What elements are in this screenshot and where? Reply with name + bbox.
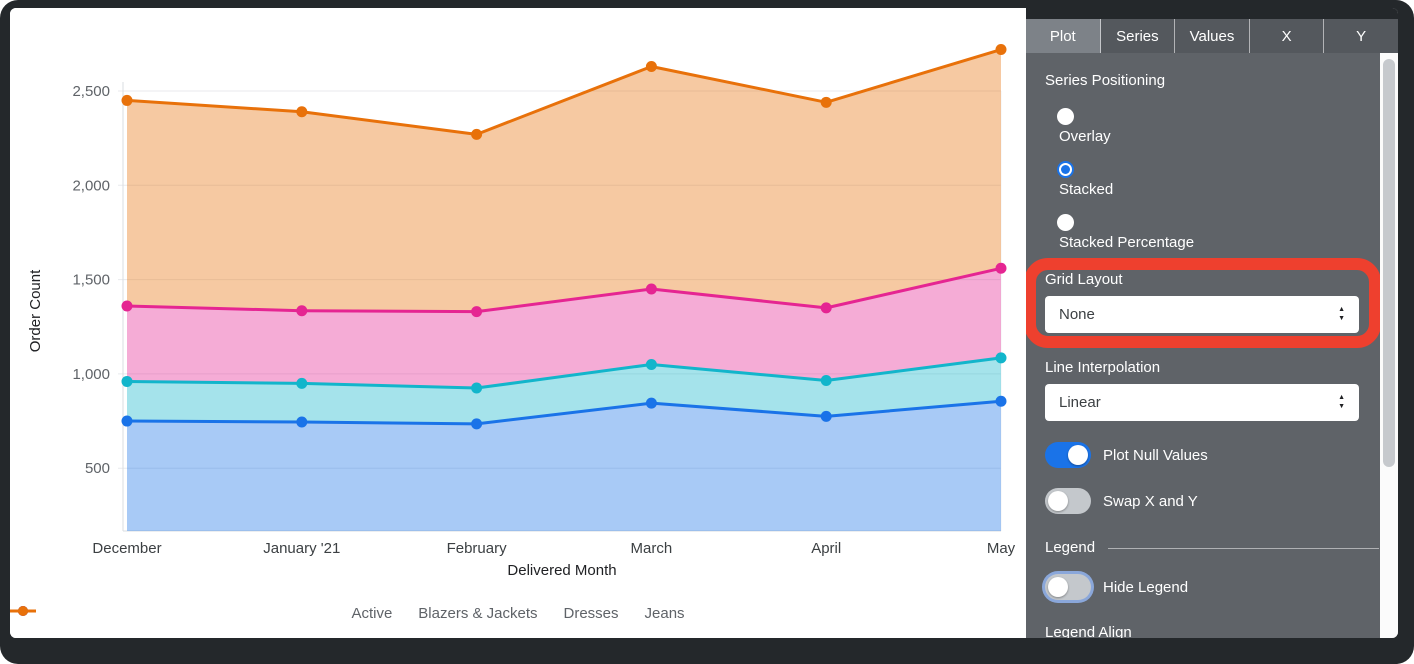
grid-layout-select[interactable]: None ▲ ▼ bbox=[1045, 296, 1359, 333]
radio-stacked-label: Stacked bbox=[1059, 181, 1114, 198]
legend-header-label: Legend bbox=[1045, 539, 1096, 556]
chart-area: 500 1,000 1,500 2,000 2,500 December January '… bbox=[10, 8, 1026, 638]
svg-text:500: 500 bbox=[85, 460, 110, 477]
stacked-area-chart: 500 1,000 1,500 2,000 2,500 December January '… bbox=[27, 44, 1016, 579]
swap-x-y-row: Swap X and Y bbox=[1045, 488, 1379, 514]
toggle-knob bbox=[1048, 491, 1068, 511]
arrow-up-icon: ▲ bbox=[1338, 394, 1345, 402]
legend-align-label: Legend Align bbox=[1045, 624, 1132, 638]
radio-stacked-percentage-label: Stacked Percentage bbox=[1059, 234, 1195, 251]
arrow-down-icon: ▼ bbox=[1338, 402, 1345, 410]
tab-y[interactable]: Y bbox=[1324, 19, 1398, 53]
tab-values[interactable]: Values bbox=[1175, 19, 1250, 53]
plot-null-values-row: Plot Null Values bbox=[1045, 442, 1379, 468]
grid-layout-group: Grid Layout None ▲ ▼ bbox=[1026, 258, 1398, 348]
svg-text:2,000: 2,000 bbox=[72, 177, 110, 194]
swap-x-y-label: Swap X and Y bbox=[1103, 492, 1198, 510]
svg-text:2,500: 2,500 bbox=[72, 83, 110, 100]
panel-top-strip bbox=[1026, 8, 1398, 19]
legend-item-label: Active bbox=[351, 605, 393, 622]
svg-text:March: March bbox=[631, 540, 673, 557]
swap-x-y-toggle[interactable] bbox=[1045, 488, 1091, 514]
svg-text:1,000: 1,000 bbox=[72, 366, 110, 383]
legend-section-header: Legend bbox=[1045, 539, 1379, 557]
svg-text:Delivered Month: Delivered Month bbox=[507, 562, 616, 579]
series-positioning-label: Series Positioning bbox=[1045, 72, 1166, 89]
toggle-knob bbox=[1068, 445, 1088, 465]
svg-text:February: February bbox=[447, 540, 508, 557]
chart-legend: Active Blazers & Jackets Dresses Jeans bbox=[10, 605, 1026, 622]
select-arrows-icon: ▲ ▼ bbox=[1338, 394, 1345, 410]
toggle-knob bbox=[1048, 577, 1068, 597]
line-interpolation-value: Linear bbox=[1059, 394, 1101, 411]
plot-null-values-toggle[interactable] bbox=[1045, 442, 1091, 468]
svg-text:April: April bbox=[811, 540, 841, 557]
radio-option-stacked[interactable]: Stacked bbox=[1057, 161, 1379, 199]
legend-item: Blazers & Jackets bbox=[10, 605, 538, 622]
svg-text:December: December bbox=[92, 540, 161, 557]
hide-legend-label: Hide Legend bbox=[1103, 578, 1189, 596]
grid-layout-label: Grid Layout bbox=[1045, 271, 1123, 288]
legend-item-label: Dresses bbox=[563, 605, 619, 622]
panel-scrollbar-track[interactable] bbox=[1380, 53, 1398, 638]
svg-text:January '21: January '21 bbox=[263, 540, 340, 557]
select-arrows-icon: ▲ ▼ bbox=[1338, 306, 1345, 322]
radio-unchecked-icon[interactable] bbox=[1057, 214, 1074, 231]
legend-item: Jeans bbox=[10, 605, 685, 622]
line-interpolation-label: Line Interpolation bbox=[1045, 359, 1161, 376]
radio-overlay-label: Overlay bbox=[1059, 128, 1111, 145]
panel-tabbar: Plot Series Values X Y bbox=[1026, 19, 1398, 53]
hide-legend-row: Hide Legend bbox=[1045, 574, 1379, 600]
arrow-up-icon: ▲ bbox=[1338, 306, 1345, 314]
arrow-down-icon: ▼ bbox=[1338, 314, 1345, 322]
panel-scrollbar-thumb[interactable] bbox=[1383, 59, 1395, 467]
hide-legend-toggle[interactable] bbox=[1045, 574, 1091, 600]
grid-layout-value: None bbox=[1059, 306, 1095, 323]
svg-text:1,500: 1,500 bbox=[72, 272, 110, 289]
tab-series[interactable]: Series bbox=[1100, 19, 1176, 53]
radio-option-stacked-percentage[interactable]: Stacked Percentage bbox=[1057, 214, 1379, 252]
window-content: 500 1,000 1,500 2,000 2,500 December January '… bbox=[10, 8, 1398, 638]
panel-body: Series Positioning Overlay Stacked Stack… bbox=[1026, 72, 1398, 638]
settings-panel: Plot Series Values X Y Series Positionin… bbox=[1026, 8, 1398, 638]
svg-text:Order Count: Order Count bbox=[27, 269, 44, 352]
svg-text:May: May bbox=[987, 540, 1016, 557]
legend-item-label: Blazers & Jackets bbox=[418, 605, 538, 622]
radio-checked-icon[interactable] bbox=[1057, 161, 1074, 178]
legend-item: Active bbox=[10, 605, 393, 622]
legend-marker-icon bbox=[10, 606, 36, 616]
section-divider bbox=[1108, 547, 1379, 549]
radio-option-overlay[interactable]: Overlay bbox=[1057, 108, 1379, 146]
legend-item-label: Jeans bbox=[644, 605, 685, 622]
radio-unchecked-icon[interactable] bbox=[1057, 108, 1074, 125]
tab-plot[interactable]: Plot bbox=[1026, 19, 1101, 53]
legend-item: Dresses bbox=[10, 605, 619, 622]
line-interpolation-select[interactable]: Linear ▲ ▼ bbox=[1045, 384, 1359, 421]
plot-null-values-label: Plot Null Values bbox=[1103, 446, 1208, 464]
tab-x[interactable]: X bbox=[1249, 19, 1325, 53]
